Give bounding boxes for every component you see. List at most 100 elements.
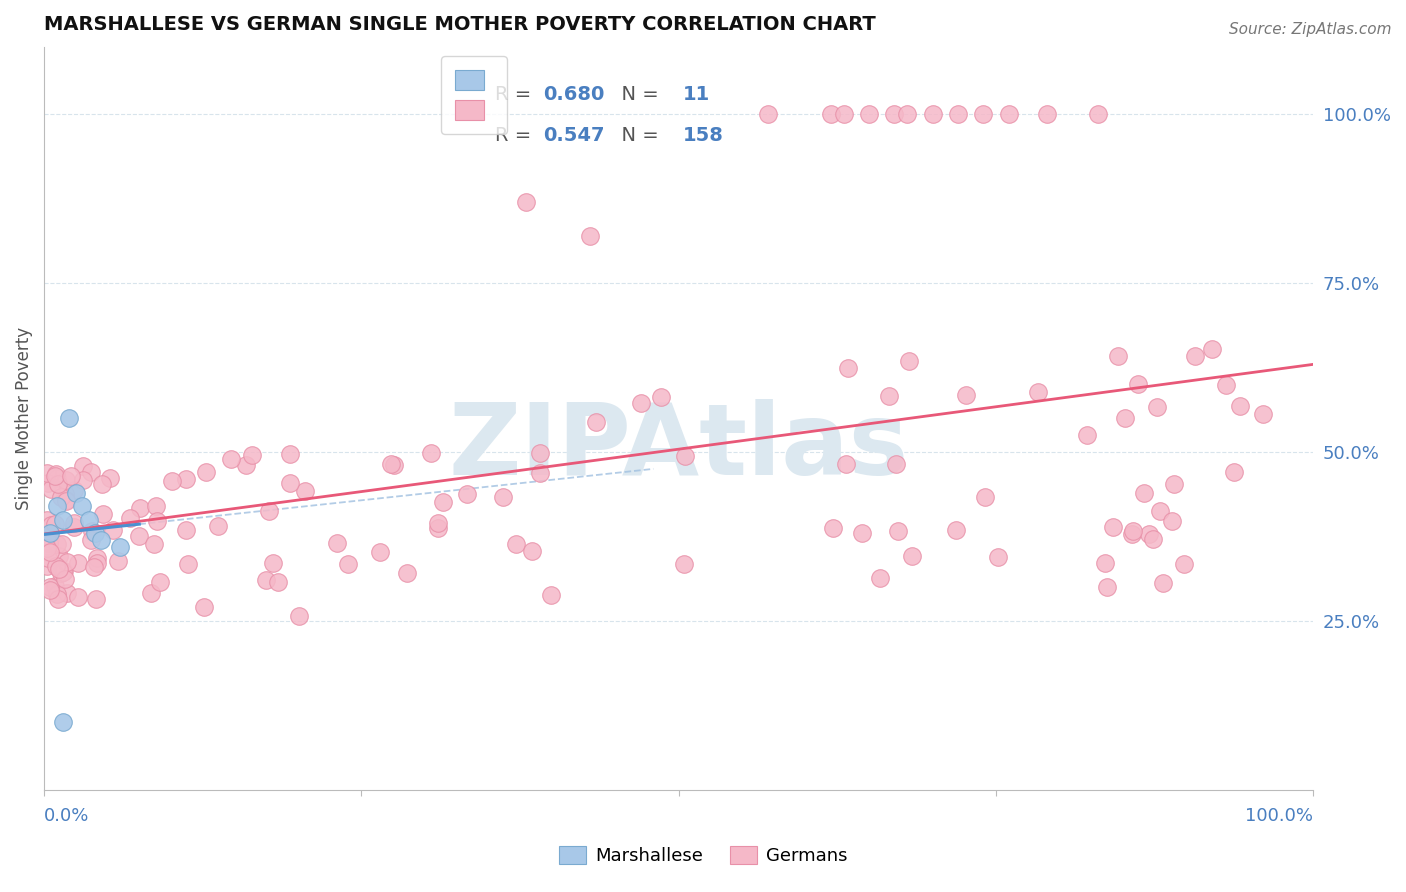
- Point: [380, 458, 402, 472]
- Point: [974, 490, 997, 504]
- Point: [118, 511, 141, 525]
- Point: [288, 608, 311, 623]
- Point: [128, 529, 150, 543]
- Point: [44, 468, 66, 483]
- Point: [254, 573, 277, 587]
- Point: [79, 466, 101, 480]
- Point: [39, 526, 62, 541]
- Point: [35, 558, 58, 573]
- Point: [1142, 532, 1164, 546]
- Point: [877, 389, 900, 403]
- Text: N =: N =: [609, 127, 665, 145]
- Point: [529, 446, 551, 460]
- Point: [41, 482, 63, 496]
- Point: [52, 565, 75, 579]
- Point: [39, 517, 62, 532]
- Point: [145, 514, 167, 528]
- Point: [35, 541, 58, 555]
- Point: [86, 556, 108, 570]
- Point: [426, 521, 449, 535]
- Point: [174, 473, 197, 487]
- Point: [44, 517, 66, 532]
- Point: [48, 562, 70, 576]
- Point: [58, 411, 80, 425]
- Point: [837, 360, 859, 375]
- Point: [86, 592, 108, 607]
- Point: [235, 458, 257, 472]
- Point: [55, 555, 77, 569]
- Point: [756, 107, 779, 121]
- Point: [48, 549, 70, 563]
- Point: [53, 487, 76, 501]
- Point: [91, 477, 114, 491]
- Point: [1122, 524, 1144, 539]
- Point: [38, 545, 60, 559]
- Point: [1146, 401, 1168, 415]
- Point: [56, 585, 79, 599]
- Point: [540, 588, 562, 602]
- Point: [395, 566, 418, 580]
- Point: [456, 487, 478, 501]
- Point: [55, 494, 77, 508]
- Text: 158: 158: [682, 127, 723, 145]
- Legend: , : ,: [441, 56, 508, 135]
- Point: [35, 528, 58, 542]
- Point: [35, 539, 58, 553]
- Point: [39, 582, 62, 597]
- Point: [77, 513, 100, 527]
- Text: N =: N =: [609, 86, 665, 104]
- Point: [1035, 107, 1057, 121]
- Point: [1152, 576, 1174, 591]
- Point: [83, 560, 105, 574]
- Point: [46, 476, 69, 491]
- Point: [505, 537, 527, 551]
- Point: [257, 503, 280, 517]
- Point: [52, 513, 75, 527]
- Point: [266, 575, 288, 590]
- Point: [174, 523, 197, 537]
- Point: [972, 107, 994, 121]
- Point: [45, 537, 67, 551]
- Point: [1087, 107, 1109, 121]
- Point: [1223, 465, 1246, 479]
- Point: [38, 533, 60, 547]
- Point: [193, 600, 215, 615]
- Point: [955, 388, 977, 402]
- Point: [101, 523, 124, 537]
- Point: [51, 536, 73, 550]
- Point: [194, 465, 217, 479]
- Point: [59, 469, 82, 483]
- Point: [128, 501, 150, 516]
- Point: [858, 107, 880, 121]
- Text: 100.0%: 100.0%: [1246, 806, 1313, 825]
- Point: [37, 551, 59, 566]
- Point: [66, 556, 89, 570]
- Point: [149, 574, 172, 589]
- Point: [55, 473, 77, 487]
- Point: [219, 451, 242, 466]
- Text: R =: R =: [495, 127, 537, 145]
- Point: [1184, 349, 1206, 363]
- Point: [52, 715, 75, 730]
- Point: [1114, 410, 1136, 425]
- Point: [419, 446, 441, 460]
- Point: [515, 195, 537, 210]
- Point: [52, 564, 75, 578]
- Point: [160, 474, 183, 488]
- Point: [426, 516, 449, 530]
- Point: [35, 467, 58, 481]
- Point: [145, 499, 167, 513]
- Point: [278, 476, 301, 491]
- Point: [37, 476, 59, 491]
- Point: [177, 557, 200, 571]
- Point: [886, 524, 908, 538]
- Point: [673, 449, 696, 463]
- Point: [921, 107, 943, 121]
- Point: [832, 107, 855, 121]
- Point: [1102, 520, 1125, 534]
- Point: [44, 578, 66, 592]
- Text: 0.680: 0.680: [543, 86, 605, 104]
- Point: [46, 586, 69, 600]
- Point: [900, 549, 922, 563]
- Point: [294, 484, 316, 499]
